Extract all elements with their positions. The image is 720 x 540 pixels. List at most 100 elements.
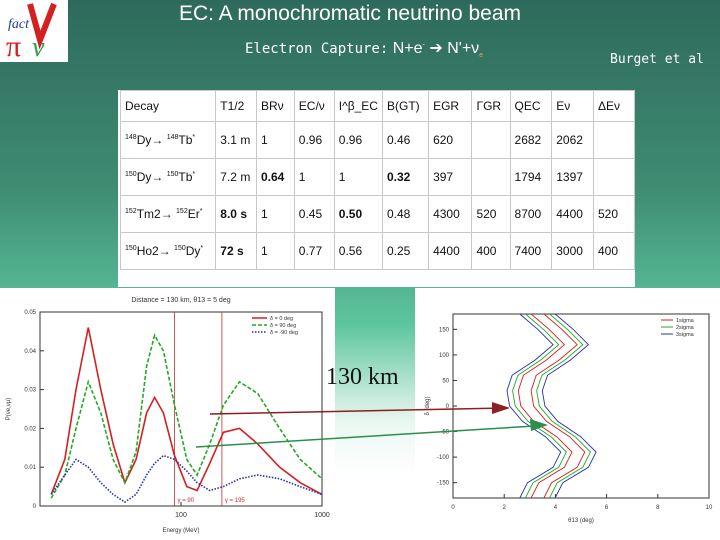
ggr-cell [471, 158, 511, 196]
x-axis-label: θ13 (deg) [568, 518, 594, 524]
table-row: 150Ho2→ 150Dy* 72 s 1 0.77 0.56 0.25 440… [119, 232, 636, 270]
denu-cell [592, 158, 636, 196]
header-cell: BRν [255, 90, 295, 122]
contour-line [541, 313, 597, 499]
reaction-arrow-icon: ➔ [429, 40, 443, 57]
header-cell: EGR [428, 90, 473, 122]
decay-cell: 150Ho2→ 150Dy* [119, 232, 217, 270]
enu-cell: 3000 [551, 232, 594, 270]
ggr-cell: 520 [471, 195, 511, 233]
egr-cell: 4300 [428, 195, 473, 233]
header-cell: EC/ν [293, 90, 335, 122]
x-tick-label: 0 [451, 505, 455, 511]
reaction-label: Electron Capture: [245, 41, 389, 57]
halflife-cell: 8.0 s [215, 195, 257, 233]
svg-text:fact: fact [8, 17, 30, 32]
y-tick-label: 0 [446, 404, 450, 410]
header-cell: ΔEν [592, 90, 636, 122]
legend-entry: 1sigma [676, 318, 695, 324]
x-tick-label: 100 [175, 512, 187, 519]
table-row: 150Dy→ 150Tb* 7.2 m 0.64 1 1 0.32 397 17… [119, 158, 636, 196]
y-tick-label: -100 [437, 455, 450, 461]
ggr-cell: 400 [471, 232, 511, 270]
x-tick-label: 10 [706, 505, 713, 511]
decay-cell: 150Dy→ 150Tb* [119, 158, 217, 196]
br-cell: 1 [255, 121, 295, 159]
gamma-label: γ = 90 [178, 498, 195, 504]
gamma-label: γ = 195 [225, 498, 246, 504]
table-row: 152Tm2→ 152Er* 8.0 s 1 0.45 0.50 0.48 43… [119, 195, 636, 233]
y-tick-label: 100 [439, 353, 450, 359]
qec-cell: 2682 [509, 121, 553, 159]
enu-cell: 4400 [551, 195, 594, 233]
fact-nu-logo: fact π ν [0, 0, 68, 62]
header-cell: QEC [509, 90, 553, 122]
slide-title: EC: A monochromatic neutrino beam [178, 2, 521, 25]
y-tick-label: 150 [439, 327, 450, 333]
bgt-cell: 0.32 [381, 158, 430, 196]
contour-line [530, 313, 586, 499]
sensitivity-plot: -150 -100 -50 0 50 100 150 0 2 4 6 8 10 θ13 (deg) δ (d… [415, 288, 720, 540]
legend-entry: δ = -90 deg [270, 330, 298, 336]
denu-cell: 400 [592, 232, 636, 270]
y-tick-label: 0 [33, 504, 37, 510]
reaction-sub: e [479, 52, 484, 60]
legend-entry: δ = 0 deg [270, 316, 293, 322]
probability-plot: Distance = 130 km, θ13 = 5 deg 0 0.01 0.02 0… [0, 288, 335, 540]
x-axis-label: Energy (MeV) [162, 528, 199, 534]
qec-cell: 1794 [509, 158, 553, 196]
legend-entry: 3sigma [676, 332, 695, 338]
ib-cell: 0.56 [333, 232, 383, 270]
header-cell: Eν [551, 90, 594, 122]
enu-cell: 2062 [551, 121, 594, 159]
egr-cell: 397 [428, 158, 473, 196]
denu-cell: 520 [592, 195, 636, 233]
y-axis-label: δ (deg) [425, 396, 431, 415]
x-tick-label: 6 [605, 505, 609, 511]
ggr-cell [471, 121, 511, 159]
ec-cell: 0.45 [293, 195, 335, 233]
y-tick-label: 0.05 [24, 310, 36, 316]
y-tick-label: 50 [442, 378, 449, 384]
legend-entry: δ = 90 deg [270, 323, 296, 329]
reaction-minus: - [422, 41, 425, 49]
y-tick-label: 0.04 [24, 349, 36, 355]
decay-cell: 152Tm2→ 152Er* [119, 195, 217, 233]
header-cell: T1/2 [215, 90, 257, 122]
contour-line [536, 313, 592, 499]
credit: Burget et al [610, 52, 704, 67]
header-cell: B(GT) [381, 90, 430, 122]
enu-cell: 1397 [551, 158, 594, 196]
br-cell: 1 [255, 195, 295, 233]
y-tick-label: 0.03 [24, 388, 36, 394]
ec-cell: 0.77 [293, 232, 335, 270]
plot-frame [452, 313, 710, 499]
x-tick-label: 2 [503, 505, 507, 511]
svg-text:π: π [6, 30, 21, 62]
ib-cell: 0.50 [333, 195, 383, 233]
bgt-cell: 0.48 [381, 195, 430, 233]
reaction-rhs: N'+ν [447, 40, 480, 57]
decay-cell: 148Dy→ 148Tb* [119, 121, 217, 159]
halflife-cell: 3.1 m [215, 121, 257, 159]
plot-frame [39, 311, 323, 507]
series-line [50, 333, 323, 499]
plot-title: Distance = 130 km, θ13 = 5 deg [131, 297, 230, 304]
reaction-lhs: N+e [392, 40, 423, 57]
contour-line [512, 313, 567, 499]
ib-cell: 0.96 [333, 121, 383, 159]
bgt-cell: 0.46 [381, 121, 430, 159]
halflife-cell: 7.2 m [215, 158, 257, 196]
x-tick-label: 1000 [314, 512, 330, 519]
distance-label: 130 km [326, 364, 399, 390]
decay-table-panel: Decay T1/2 BRν EC/ν I^β_EC B(GT) EGR ΓGR… [118, 90, 636, 287]
qec-cell: 7400 [509, 232, 553, 270]
x-tick-label: 4 [554, 505, 558, 511]
br-cell: 0.64 [255, 158, 295, 196]
table-header-row: Decay T1/2 BRν EC/ν I^β_EC B(GT) EGR ΓGR… [119, 90, 636, 122]
br-cell: 1 [255, 232, 295, 270]
ec-cell: 0.96 [293, 121, 335, 159]
legend-entry: 2sigma [676, 325, 695, 331]
y-tick-label: 0.01 [24, 465, 36, 471]
ec-cell: 1 [293, 158, 335, 196]
